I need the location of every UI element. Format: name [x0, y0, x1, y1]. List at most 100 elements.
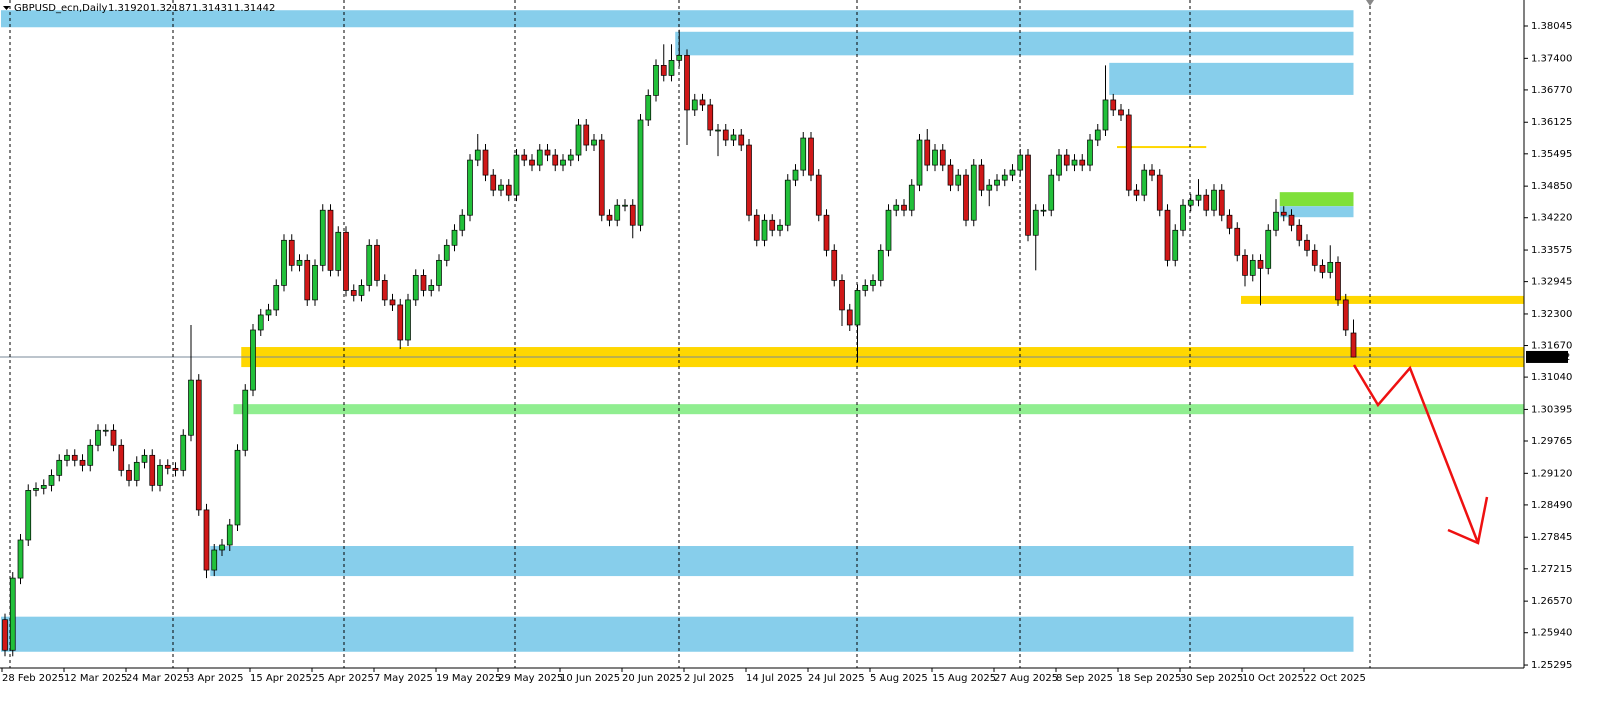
y-tick-label: 1.30395: [1531, 404, 1572, 415]
x-tick-label: 22 Oct 2025: [1304, 673, 1366, 684]
symbol: GBPUSD_ecn,Daily: [14, 3, 108, 14]
candle-body: [327, 209, 334, 271]
candle-body: [118, 444, 125, 471]
candle-body: [40, 485, 47, 489]
candle-body: [1032, 209, 1039, 236]
zone: [675, 31, 1354, 56]
candle-body: [436, 259, 442, 286]
x-tick-label: 27 Aug 2025: [994, 673, 1058, 684]
header-close: 1.31442: [234, 3, 275, 14]
candle-body: [381, 280, 388, 301]
candle-body: [366, 244, 373, 286]
candle-body: [1017, 154, 1024, 171]
candle-body: [598, 139, 605, 216]
candle-body: [963, 174, 969, 221]
y-tick-label: 1.28490: [1531, 500, 1572, 511]
candle-body: [1342, 299, 1349, 331]
y-tick-label: 1.34850: [1531, 181, 1572, 192]
candle-body: [893, 204, 900, 211]
y-tick-label: 1.37400: [1531, 53, 1572, 64]
candles: [2, 29, 1357, 657]
candle-body: [676, 54, 683, 61]
candle-body: [428, 285, 435, 291]
candle-body: [1234, 227, 1241, 256]
candle-body: [1211, 189, 1217, 211]
candle-body: [420, 275, 427, 291]
y-tick-label: 1.36770: [1531, 85, 1572, 96]
candle-body: [397, 304, 404, 341]
candle-body: [164, 464, 171, 469]
x-tick-label: 30 Sep 2025: [1180, 673, 1243, 684]
candle-body: [288, 239, 295, 266]
candle-body: [932, 149, 938, 166]
candle-body: [79, 459, 86, 466]
candle-body: [234, 449, 241, 526]
candle-body: [885, 209, 892, 251]
candle-body: [1025, 154, 1031, 236]
candle-body: [335, 231, 342, 271]
candle-body: [226, 524, 233, 546]
candle-body: [622, 204, 628, 207]
candle-body: [1288, 214, 1295, 226]
candle-body: [2, 619, 8, 651]
candle-body: [25, 490, 32, 541]
candle-body: [273, 285, 280, 311]
candle-body: [947, 164, 954, 186]
x-tick-label: 12 Mar 2025: [64, 673, 127, 684]
candle-body: [792, 169, 799, 181]
candle-body: [1063, 154, 1070, 166]
candle-body: [64, 454, 70, 461]
candle-body: [1172, 229, 1179, 261]
axes: 1.38045 1.37400 1.36770 1.36125 1.35495 1.348…: [1, 21, 1572, 684]
candle-body: [505, 184, 512, 196]
candle-body: [48, 474, 55, 486]
zone: [1, 616, 1354, 652]
candle-body: [606, 214, 613, 221]
candle-body: [281, 239, 287, 286]
candle-body: [668, 59, 675, 76]
candle-body: [1350, 332, 1357, 358]
x-tick-label: 15 Aug 2025: [932, 673, 996, 684]
x-tick-label: 24 Mar 2025: [126, 673, 189, 684]
zones: [0, 10, 1524, 652]
x-tick-label: 3 Apr 2025: [188, 673, 243, 684]
header-open: 1.31920: [108, 3, 149, 14]
candle-body: [916, 139, 923, 186]
candle-body: [660, 65, 667, 76]
candle-body: [761, 219, 768, 241]
x-tick-label: 29 May 2025: [498, 673, 563, 684]
candle-body: [1273, 211, 1279, 231]
candle-body: [1102, 99, 1109, 131]
candle-body: [33, 488, 39, 491]
candle-body: [319, 209, 326, 266]
y-tick-label: 1.29765: [1531, 436, 1572, 447]
y-tick-label: 1.26570: [1531, 596, 1572, 607]
zone: [210, 546, 1354, 577]
candle-body: [823, 214, 830, 251]
x-tick-label: 20 Jun 2025: [622, 673, 682, 684]
header-icon: [3, 6, 10, 10]
candle-body: [978, 164, 985, 191]
candle-body: [343, 231, 349, 291]
forecast-arrow: [1352, 364, 1489, 545]
x-tick-label: 14 Jul 2025: [746, 673, 803, 684]
candle-body: [784, 179, 791, 226]
candle-body: [901, 204, 907, 211]
x-tick-label: 10 Oct 2025: [1242, 673, 1304, 684]
x-tick-label: 28 Feb 2025: [2, 673, 64, 684]
candle-body: [374, 244, 380, 281]
candle-body: [730, 134, 737, 141]
candle-body: [195, 379, 202, 511]
candle-body: [1195, 194, 1202, 201]
candle-body: [1327, 261, 1334, 273]
candle-body: [777, 224, 783, 231]
y-tick-label: 1.33575: [1531, 245, 1572, 256]
y-tick-label: 1.32945: [1531, 277, 1572, 288]
candle-body: [1133, 189, 1140, 196]
candle-body: [939, 149, 946, 166]
candle-body: [498, 184, 504, 191]
candle-body: [1048, 174, 1055, 211]
arrow-path: [1352, 364, 1480, 544]
candle-body: [157, 464, 163, 486]
candle-body: [482, 149, 489, 176]
